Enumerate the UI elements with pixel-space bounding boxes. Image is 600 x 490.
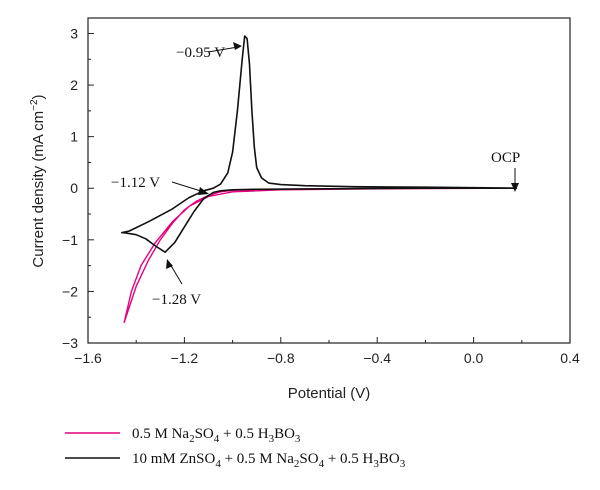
legend-text-part: + 0.5 M Na — [221, 451, 294, 467]
y-axis-title-main: Current density (mA cm — [30, 111, 47, 268]
y-axis-title-tail: ) — [30, 94, 47, 99]
legend-text-part: 2 — [294, 458, 300, 470]
legend-text-part: BO — [379, 451, 400, 467]
annotation-peak-095: −0.95 V — [176, 42, 242, 61]
x-tick-label: −1.2 — [171, 350, 199, 366]
legend-entry-na2so4: 0.5 M Na2SO4 + 0.5 H3BO3 — [65, 426, 301, 445]
legend-text-part: BO — [274, 426, 295, 442]
x-axis-ticks: −1.6 −1.2 −0.8 −0.4 0.0 0.4 — [74, 337, 580, 366]
legend-text-part: + 0.5 H — [324, 451, 373, 467]
y-tick-label: −1 — [62, 232, 78, 248]
x-axis-title: Potential (V) — [288, 385, 371, 402]
legend-text-part: SO — [195, 426, 214, 442]
annotation-arrowhead-095 — [233, 42, 242, 50]
annotation-arrow-128 — [169, 263, 183, 285]
y-axis-title: Current density (mA cm−2) — [29, 94, 47, 267]
legend: 0.5 M Na2SO4 + 0.5 H3BO3 10 mM ZnSO4 + 0… — [65, 426, 406, 470]
legend-label-znso4: 10 mM ZnSO4 + 0.5 M Na2SO4 + 0.5 H3BO3 — [132, 451, 406, 470]
legend-text-part: 4 — [215, 458, 221, 470]
x-tick-label: 0.0 — [464, 350, 484, 366]
annotation-label-112: −1.12 V — [111, 175, 160, 191]
legend-text-part: 4 — [319, 458, 325, 470]
x-tick-label: −0.4 — [363, 350, 391, 366]
legend-text-part: 2 — [189, 433, 195, 445]
legend-text-part: SO — [299, 451, 318, 467]
legend-text-part: 3 — [400, 458, 406, 470]
annotation-ocp: OCP — [491, 150, 520, 192]
legend-text-part: 3 — [269, 433, 275, 445]
y-tick-label: −2 — [62, 283, 78, 299]
legend-text-part: 0.5 M Na — [132, 426, 189, 442]
series-line-znso4 — [120, 35, 518, 253]
y-tick-label: 3 — [70, 25, 78, 41]
x-tick-label: 0.4 — [560, 350, 580, 366]
annotation-peak-128: −1.28 V — [152, 259, 201, 308]
legend-text-part: 3 — [373, 458, 379, 470]
annotation-label-128: −1.28 V — [152, 292, 201, 308]
y-tick-label: 2 — [70, 77, 78, 93]
annotation-arrowhead-ocp — [511, 183, 519, 192]
annotation-arrowhead-128 — [166, 259, 173, 269]
x-tick-label: −0.8 — [267, 350, 295, 366]
y-tick-label: −3 — [62, 335, 78, 351]
annotation-label-095: −0.95 V — [176, 45, 225, 61]
legend-text-part: 3 — [295, 433, 301, 445]
y-axis-title-sup: −2 — [29, 99, 40, 111]
y-axis-ticks: −3 −2 −1 0 1 2 3 — [62, 25, 94, 351]
y-tick-label: 0 — [70, 180, 78, 196]
legend-label-na2so4: 0.5 M Na2SO4 + 0.5 H3BO3 — [132, 426, 301, 445]
y-tick-label: 1 — [70, 129, 78, 145]
annotation-arrow-112 — [171, 181, 205, 193]
annotation-peak-112: −1.12 V — [111, 175, 209, 195]
annotation-arrowhead-112 — [198, 187, 209, 195]
x-tick-label: −1.6 — [74, 350, 102, 366]
legend-text-part: + 0.5 H — [219, 426, 268, 442]
legend-text-part: 4 — [214, 433, 220, 445]
annotation-arrow-095 — [207, 46, 239, 53]
legend-text-part: 10 mM ZnSO — [132, 451, 216, 467]
annotation-label-ocp: OCP — [491, 150, 520, 166]
legend-entry-znso4: 10 mM ZnSO4 + 0.5 M Na2SO4 + 0.5 H3BO3 — [65, 451, 406, 470]
